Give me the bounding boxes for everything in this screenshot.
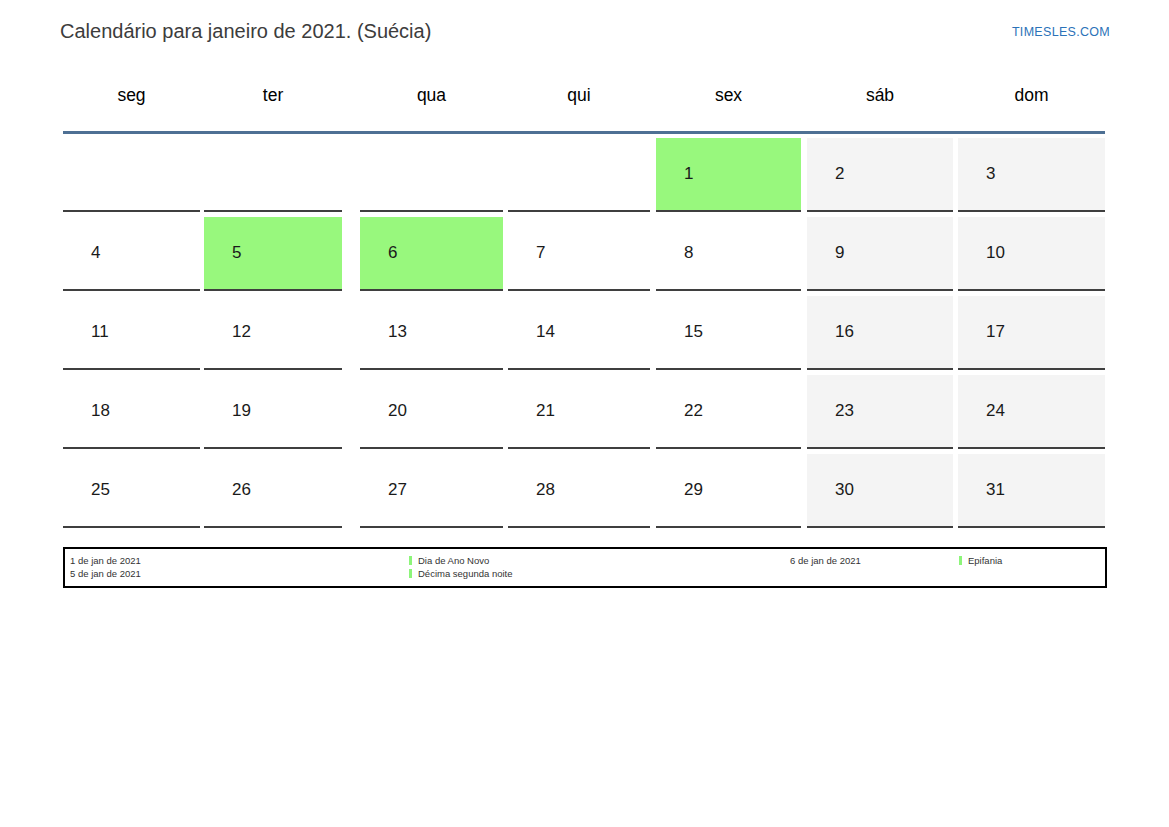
day-number: 5 [232,243,241,263]
day-cell-31: 31 [958,454,1105,528]
legend-holiday-name: Décima segunda noite [409,567,513,580]
legend-box: 1 de jan de 20215 de jan de 2021 Dia de … [63,547,1107,588]
weekday-label-dom: dom [958,85,1105,106]
day-number: 28 [536,480,555,500]
holiday-marker-icon [959,556,962,565]
weekday-label-qui: qui [508,85,650,106]
day-cell-20: 20 [360,375,503,449]
day-cell-2: 2 [807,138,953,212]
legend-date: 6 de jan de 2021 [790,554,861,567]
weekday-label-qua: qua [360,85,503,106]
day-cell-24: 24 [958,375,1105,449]
page-title: Calendário para janeiro de 2021. (Suécia… [60,20,431,43]
day-number: 30 [835,480,854,500]
day-cell-1: 1 [656,138,801,212]
day-cell-8: 8 [656,217,801,291]
legend-holiday-name: Epifania [959,554,1002,567]
legend-holiday-name: Dia de Ano Novo [409,554,513,567]
calendar-grid: 1234567891011121314151617181920212223242… [63,138,1105,528]
weekday-label-seg: seg [63,85,200,106]
day-number: 16 [835,322,854,342]
day-cell-15: 15 [656,296,801,370]
day-number: 25 [91,480,110,500]
day-cell-4: 4 [63,217,200,291]
legend-names-group-1: Dia de Ano NovoDécima segunda noite [409,554,513,580]
day-number: 15 [684,322,703,342]
day-cell-7: 7 [508,217,650,291]
holiday-marker-icon [409,569,412,578]
day-cell-12: 12 [204,296,342,370]
day-number: 21 [536,401,555,421]
day-cell-30: 30 [807,454,953,528]
day-cell-10: 10 [958,217,1105,291]
day-number: 11 [91,322,109,342]
day-number: 8 [684,243,693,263]
day-number: 23 [835,401,854,421]
site-link[interactable]: TIMESLES.COM [1012,25,1110,39]
day-number: 29 [684,480,703,500]
day-cell-22: 22 [656,375,801,449]
holiday-marker-icon [409,556,412,565]
day-cell-21: 21 [508,375,650,449]
day-cell-16: 16 [807,296,953,370]
legend-names-group-2: Epifania [959,554,1002,567]
day-number: 19 [232,401,251,421]
day-number: 18 [91,401,110,421]
day-number: 7 [536,243,545,263]
legend-dates-group-1: 1 de jan de 20215 de jan de 2021 [70,554,141,580]
legend-date: 5 de jan de 2021 [70,567,141,580]
weekday-label-sab: sáb [807,85,953,106]
day-number: 4 [91,243,100,263]
day-cell-17: 17 [958,296,1105,370]
day-cell-25: 25 [63,454,200,528]
day-cell-5: 5 [204,217,342,291]
weekday-label-ter: ter [204,85,342,106]
day-number: 14 [536,322,555,342]
day-number: 24 [986,401,1005,421]
day-cell-14: 14 [508,296,650,370]
day-cell-29: 29 [656,454,801,528]
day-cell-23: 23 [807,375,953,449]
legend-dates-group-2: 6 de jan de 2021 [790,554,861,567]
day-cell-empty [63,138,200,212]
day-number: 31 [986,480,1005,500]
day-cell-empty [508,138,650,212]
day-cell-6: 6 [360,217,503,291]
day-number: 2 [835,164,844,184]
day-cell-28: 28 [508,454,650,528]
day-number: 26 [232,480,251,500]
day-cell-3: 3 [958,138,1105,212]
day-number: 1 [684,164,693,184]
header-rule [63,131,1105,134]
legend-date: 1 de jan de 2021 [70,554,141,567]
weekday-label-sex: sex [656,85,801,106]
day-cell-empty [360,138,503,212]
day-number: 9 [835,243,844,263]
calendar-page: Calendário para janeiro de 2021. (Suécia… [0,0,1169,827]
day-cell-18: 18 [63,375,200,449]
day-cell-empty [204,138,342,212]
day-number: 17 [986,322,1005,342]
day-number: 10 [986,243,1005,263]
day-number: 13 [388,322,407,342]
weekday-row: segterquaquisexsábdom [63,85,1105,106]
day-number: 12 [232,322,251,342]
day-cell-19: 19 [204,375,342,449]
day-cell-27: 27 [360,454,503,528]
day-cell-26: 26 [204,454,342,528]
day-number: 20 [388,401,407,421]
day-number: 22 [684,401,703,421]
day-cell-9: 9 [807,217,953,291]
day-number: 3 [986,164,995,184]
day-cell-11: 11 [63,296,200,370]
day-number: 6 [388,243,397,263]
day-cell-13: 13 [360,296,503,370]
day-number: 27 [388,480,407,500]
